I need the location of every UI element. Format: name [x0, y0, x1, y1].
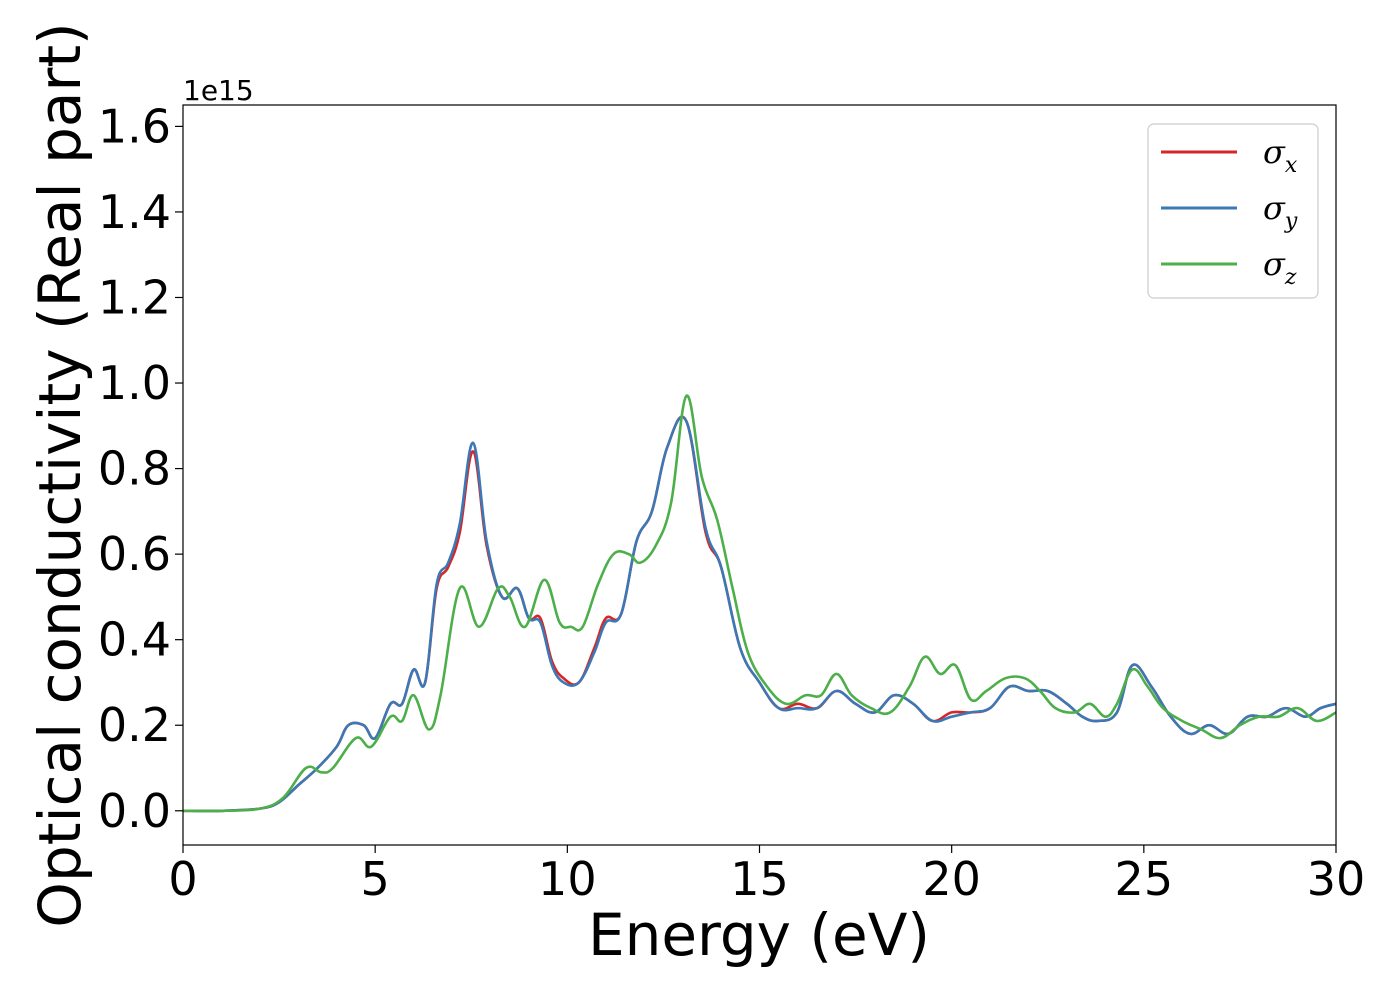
x-axis: 0 5 10 15 20 25 30	[168, 845, 1365, 906]
x-tick-label: 10	[538, 852, 597, 906]
legend-label-symbol: σ	[1263, 245, 1286, 283]
y-tick-label: 1.0	[98, 356, 171, 410]
legend-label-subscript: x	[1285, 153, 1298, 178]
x-tick-label: 5	[361, 852, 390, 906]
y-tick-label: 0.0	[98, 784, 171, 838]
y-tick-label: 0.2	[98, 698, 171, 752]
legend-label: σy	[1263, 189, 1298, 234]
y-tick-label: 0.4	[98, 613, 171, 667]
legend-label: σz	[1263, 245, 1297, 290]
x-tick-label: 15	[730, 852, 789, 906]
y-axis-title: Optical conductivity (Real part)	[26, 22, 94, 927]
y-tick-label: 0.6	[98, 527, 171, 581]
series-layer	[183, 394, 1336, 813]
legend-label-symbol: σ	[1263, 189, 1286, 227]
x-tick-label: 20	[922, 852, 981, 906]
legend-label-subscript: y	[1284, 209, 1298, 234]
y-tick-label: 0.8	[98, 442, 171, 496]
x-tick-label: 30	[1307, 852, 1366, 906]
x-axis-title: Energy (eV)	[588, 901, 930, 969]
y-tick-label: 1.2	[98, 270, 171, 324]
y-axis: 0.0 0.2 0.4 0.6 0.8 1.0 1.2 1.4 1.6	[98, 99, 183, 838]
legend-box	[1147, 123, 1319, 299]
legend-label: σx	[1263, 133, 1298, 178]
series-line-z	[183, 394, 1336, 813]
y-offset-label: 1e15	[183, 74, 254, 107]
legend-label-subscript: z	[1284, 265, 1297, 290]
legend-label-symbol: σ	[1263, 133, 1286, 171]
y-tick-label: 1.6	[98, 99, 171, 153]
x-tick-label: 0	[168, 852, 197, 906]
x-tick-label: 25	[1115, 852, 1174, 906]
y-tick-label: 1.4	[98, 185, 171, 239]
